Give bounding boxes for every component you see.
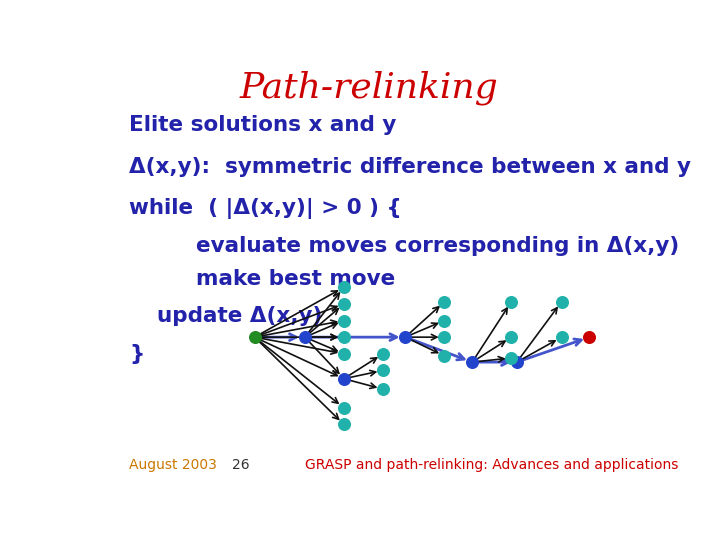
Point — [438, 316, 450, 325]
Point — [338, 300, 350, 308]
Text: 26: 26 — [233, 458, 250, 472]
Point — [505, 333, 517, 341]
Point — [438, 333, 450, 341]
Point — [505, 298, 517, 306]
Point — [338, 316, 350, 325]
Point — [377, 366, 389, 375]
Text: Δ(x,y):  symmetric difference between x and y: Δ(x,y): symmetric difference between x a… — [129, 157, 691, 177]
Text: GRASP and path-relinking: Advances and applications: GRASP and path-relinking: Advances and a… — [305, 458, 678, 472]
Point — [338, 333, 350, 341]
Text: make best move: make best move — [196, 269, 395, 289]
Point — [438, 298, 450, 306]
Point — [511, 358, 523, 367]
Text: }: } — [129, 344, 144, 364]
Point — [338, 283, 350, 292]
Text: update Δ(x,y): update Δ(x,y) — [157, 306, 323, 326]
Point — [467, 358, 478, 367]
Point — [338, 420, 350, 429]
Text: August 2003: August 2003 — [129, 458, 217, 472]
Point — [377, 385, 389, 394]
Point — [299, 333, 310, 341]
Text: Path-relinking: Path-relinking — [240, 70, 498, 105]
Point — [377, 349, 389, 358]
Point — [505, 354, 517, 362]
Point — [338, 403, 350, 412]
Point — [584, 333, 595, 341]
Point — [400, 333, 411, 341]
Point — [338, 349, 350, 358]
Point — [338, 374, 350, 383]
Point — [556, 333, 567, 341]
Point — [249, 333, 261, 341]
Text: evaluate moves corresponding in Δ(x,y): evaluate moves corresponding in Δ(x,y) — [196, 235, 679, 255]
Text: while  ( |Δ(x,y)| > 0 ) {: while ( |Δ(x,y)| > 0 ) { — [129, 198, 402, 219]
Point — [556, 298, 567, 306]
Point — [438, 352, 450, 360]
Text: Elite solutions x and y: Elite solutions x and y — [129, 115, 397, 135]
